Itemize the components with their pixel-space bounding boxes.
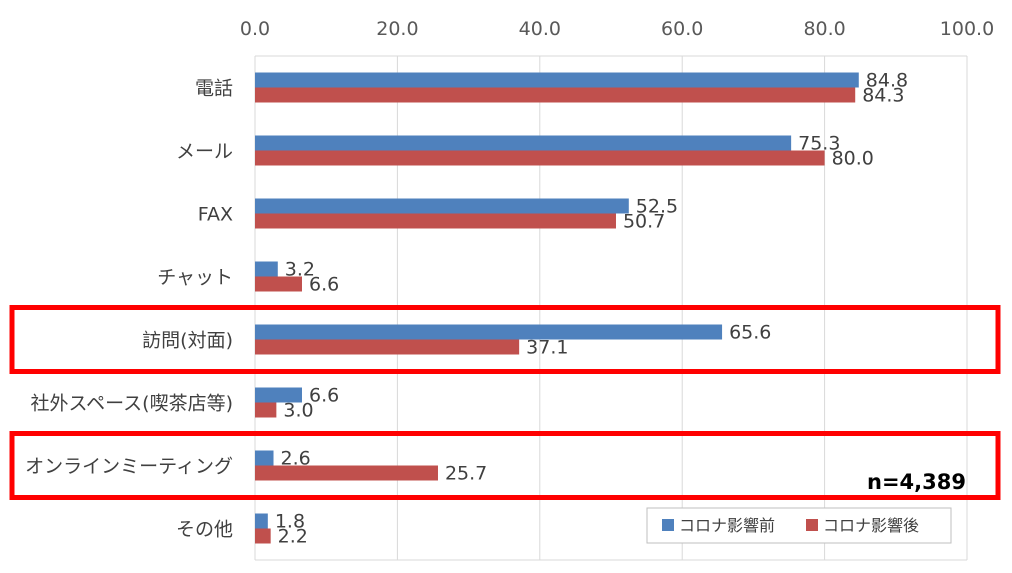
- bar: [255, 87, 856, 103]
- x-tick-label: 80.0: [803, 18, 845, 40]
- bar: [255, 72, 859, 88]
- category-label: 社外スペース(喫茶店等): [30, 393, 233, 415]
- data-label: 25.7: [445, 463, 487, 485]
- x-axis-ticks: 0.0 20.0 40.0 60.0 80.0 100.0: [240, 18, 994, 40]
- highlight-box: [9, 431, 1001, 500]
- bar: [255, 324, 723, 340]
- data-label: 1.8: [275, 511, 305, 533]
- x-tick-label: 100.0: [940, 18, 994, 40]
- category-label: メール: [176, 141, 233, 163]
- bar: [255, 402, 277, 418]
- data-label: 80.0: [832, 148, 874, 170]
- bar: [255, 150, 825, 166]
- category-label: チャット: [157, 267, 233, 289]
- highlight-box: [9, 305, 1001, 374]
- bar: [255, 528, 271, 544]
- data-labels: 84.884.375.380.052.550.73.26.665.637.16.…: [275, 70, 908, 548]
- bar: [255, 387, 302, 403]
- category-label: FAX: [198, 204, 233, 226]
- data-label: 84.8: [866, 70, 908, 92]
- legend-label: コロナ影響後: [823, 516, 919, 535]
- legend-label: コロナ影響前: [679, 516, 775, 535]
- data-label: 2.6: [281, 448, 311, 470]
- data-label: 65.6: [729, 322, 771, 344]
- x-tick-label: 20.0: [376, 18, 418, 40]
- bar: [255, 513, 268, 529]
- bar: [255, 198, 629, 214]
- data-label: 2.2: [278, 526, 308, 548]
- data-label: 50.7: [623, 211, 665, 233]
- legend-swatch: [806, 519, 818, 531]
- legend: コロナ影響前 コロナ影響後: [646, 507, 952, 544]
- bar: [255, 450, 274, 466]
- category-label: その他: [176, 519, 233, 541]
- highlights: [9, 305, 1001, 500]
- data-label: 6.6: [309, 274, 339, 296]
- category-label: 電話: [195, 78, 233, 100]
- bar: [255, 135, 792, 151]
- data-label: 52.5: [636, 196, 678, 218]
- bar: [255, 213, 616, 229]
- category-label: オンラインミーティング: [25, 456, 233, 478]
- x-tick-label: 40.0: [519, 18, 561, 40]
- data-label: 84.3: [862, 85, 904, 107]
- data-label: 3.0: [283, 400, 313, 422]
- x-tick-label: 0.0: [240, 18, 270, 40]
- bar: [255, 261, 278, 277]
- data-label: 6.6: [309, 385, 339, 407]
- legend-swatch: [662, 519, 674, 531]
- bar: [255, 465, 438, 481]
- bar: [255, 339, 520, 355]
- sample-size-annotation: n=4,389: [867, 470, 966, 494]
- data-label: 75.3: [798, 133, 840, 155]
- data-label: 37.1: [526, 337, 568, 359]
- bar: [255, 276, 302, 292]
- bars: [255, 72, 859, 544]
- x-tick-label: 60.0: [661, 18, 703, 40]
- legend-box: [646, 507, 952, 544]
- data-label: 3.2: [285, 259, 315, 281]
- category-label: 訪問(対面): [142, 330, 233, 352]
